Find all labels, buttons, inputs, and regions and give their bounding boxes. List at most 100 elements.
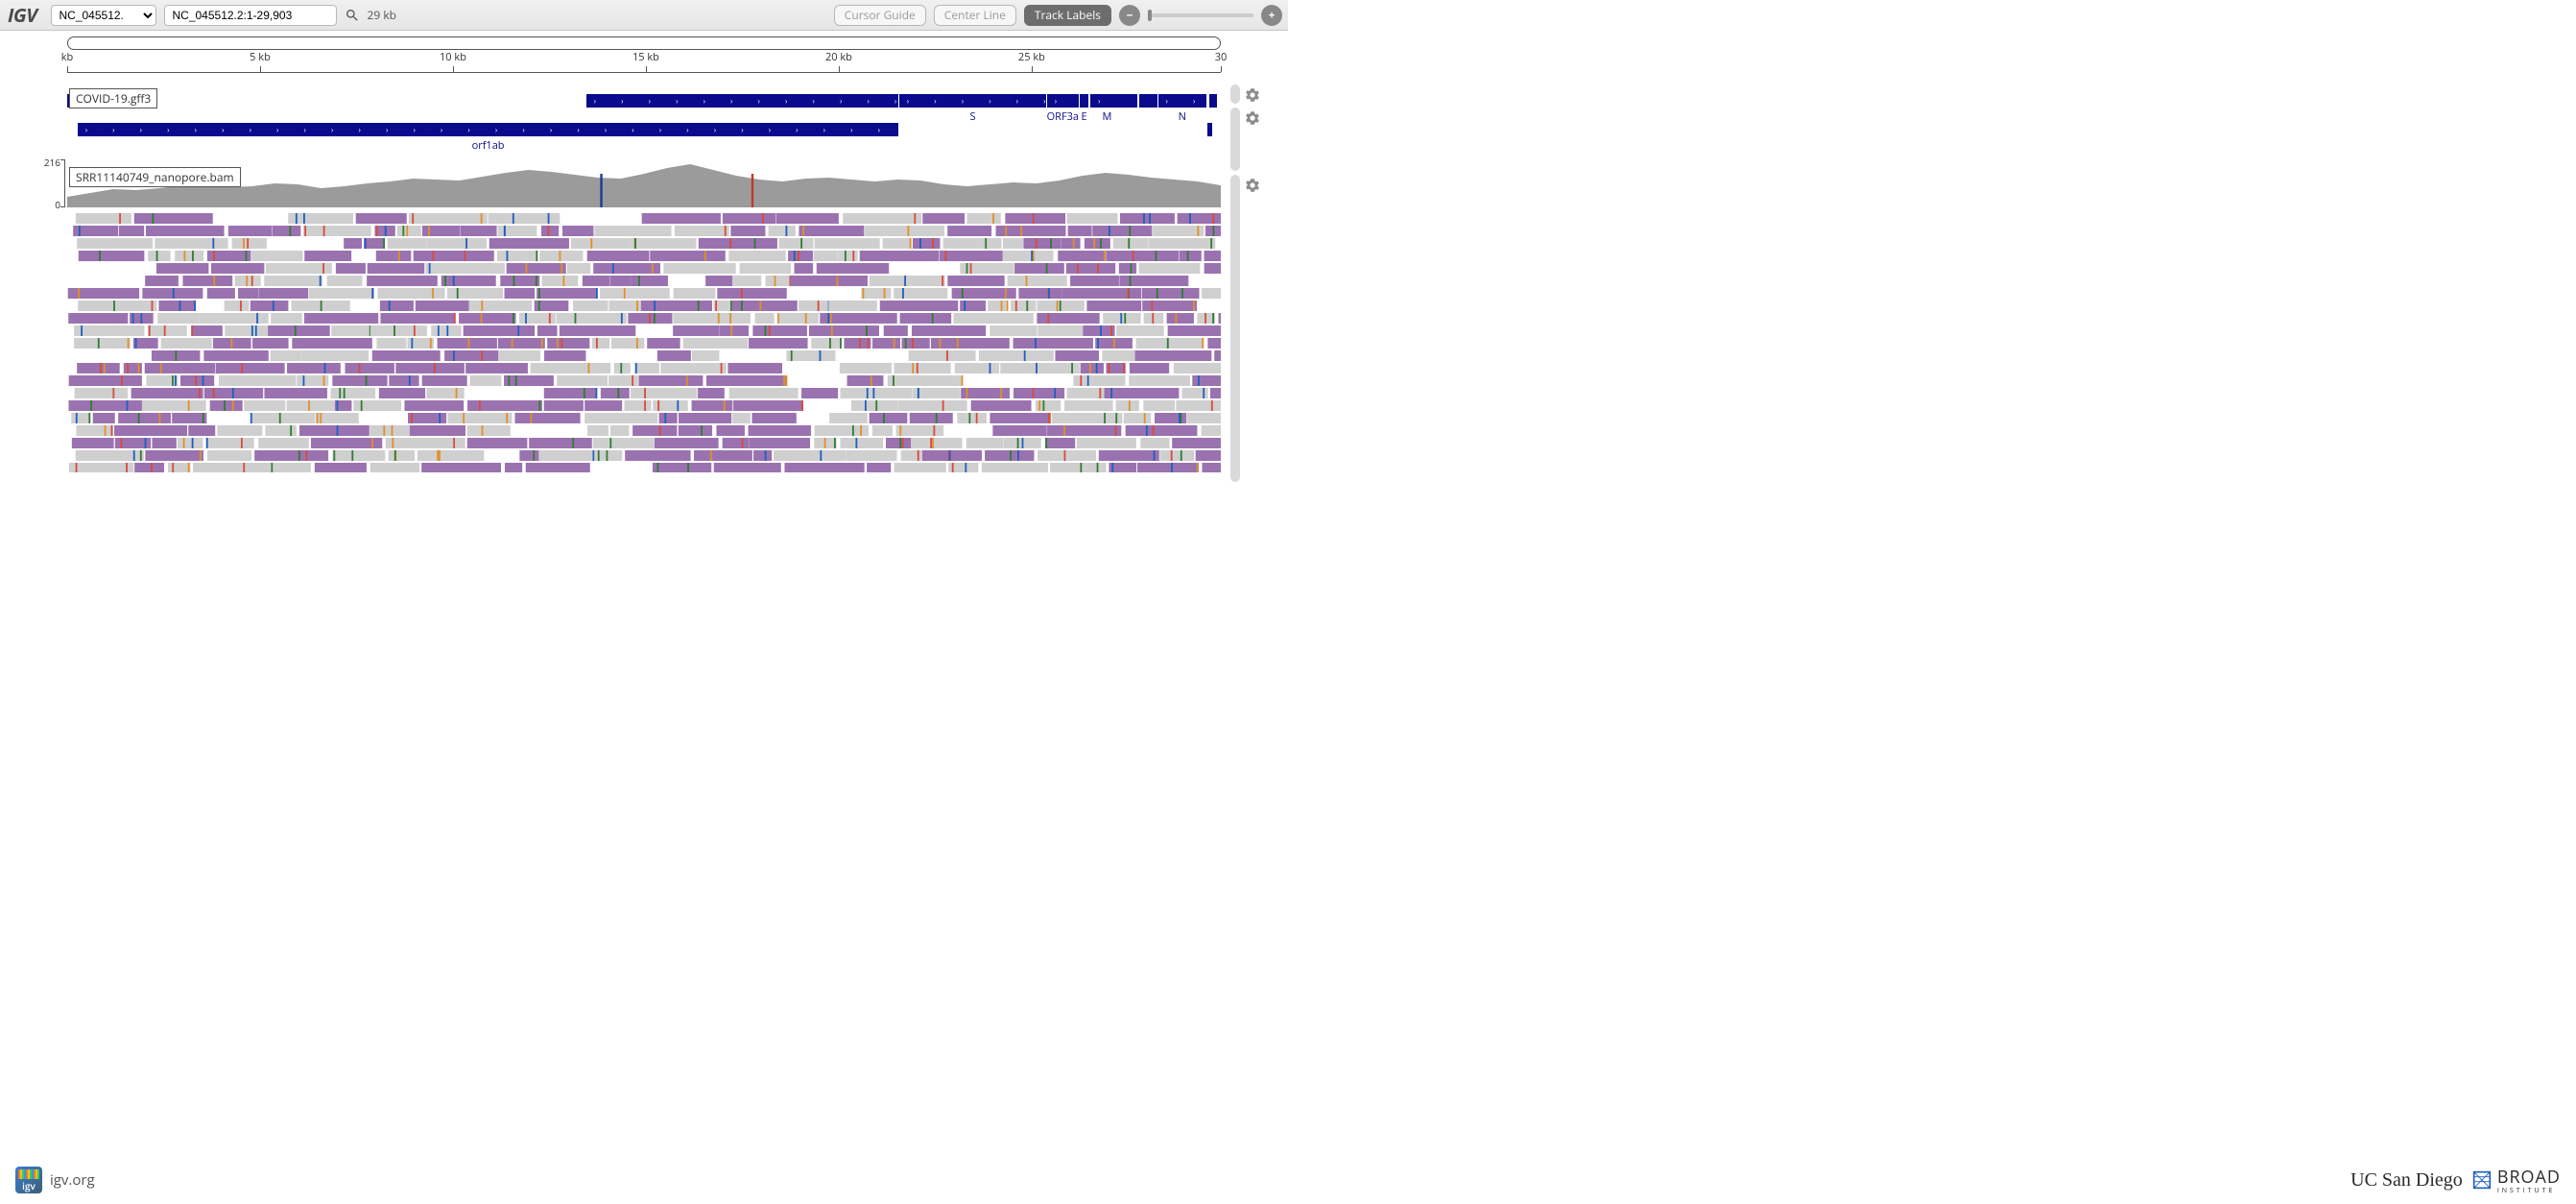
read[interactable]	[840, 363, 892, 373]
read[interactable]	[1202, 425, 1221, 436]
read[interactable]	[870, 276, 945, 286]
read[interactable]	[706, 375, 787, 386]
read[interactable]	[78, 301, 156, 311]
read[interactable]	[865, 226, 944, 236]
read[interactable]	[370, 425, 409, 436]
read[interactable]	[1104, 388, 1179, 398]
zoom-slider[interactable]	[1148, 13, 1253, 17]
read[interactable]	[370, 463, 419, 472]
read[interactable]	[1148, 238, 1215, 249]
read[interactable]	[1055, 350, 1099, 361]
read[interactable]	[244, 400, 285, 411]
read[interactable]	[733, 400, 803, 411]
read[interactable]	[1136, 338, 1205, 349]
read[interactable]	[791, 276, 868, 286]
read[interactable]	[142, 288, 203, 299]
read[interactable]	[894, 363, 950, 373]
cursor-guide-button[interactable]: Cursor Guide	[834, 5, 926, 26]
read[interactable]	[531, 363, 611, 373]
read[interactable]	[544, 350, 585, 361]
read[interactable]	[1152, 226, 1204, 236]
read[interactable]	[786, 350, 835, 361]
read[interactable]	[828, 301, 877, 311]
read[interactable]	[1037, 313, 1099, 324]
read[interactable]	[414, 251, 494, 261]
read[interactable]	[315, 463, 367, 472]
read[interactable]	[529, 438, 592, 448]
read[interactable]	[1134, 350, 1211, 361]
read[interactable]	[465, 363, 528, 373]
read[interactable]	[610, 425, 629, 436]
read[interactable]	[416, 301, 469, 311]
read[interactable]	[1000, 363, 1080, 373]
read[interactable]	[922, 450, 982, 461]
read[interactable]	[364, 238, 384, 249]
read[interactable]	[426, 238, 487, 249]
gene-feature[interactable]	[1139, 94, 1157, 108]
read[interactable]	[774, 450, 847, 461]
read[interactable]	[464, 325, 535, 336]
read[interactable]	[727, 363, 782, 373]
read[interactable]	[655, 438, 719, 448]
read[interactable]	[250, 301, 289, 311]
read[interactable]	[861, 288, 891, 299]
read[interactable]	[250, 413, 316, 423]
read[interactable]	[1005, 213, 1065, 224]
read[interactable]	[288, 213, 353, 224]
read[interactable]	[75, 388, 128, 398]
read[interactable]	[960, 301, 986, 311]
read[interactable]	[304, 251, 351, 261]
read[interactable]	[1168, 325, 1221, 336]
read[interactable]	[872, 425, 893, 436]
read[interactable]	[426, 263, 505, 274]
read[interactable]	[422, 375, 467, 386]
read[interactable]	[955, 363, 999, 373]
track-scrollbar[interactable]	[1230, 108, 1240, 171]
read[interactable]	[268, 325, 330, 336]
read[interactable]	[1003, 238, 1023, 249]
read[interactable]	[251, 251, 302, 261]
read[interactable]	[867, 463, 891, 472]
locus-input[interactable]	[164, 5, 337, 26]
ruler[interactable]: kb5 kb10 kb15 kb20 kb25 kb30	[67, 54, 1221, 73]
read[interactable]	[266, 263, 332, 274]
read[interactable]	[1014, 388, 1064, 398]
read[interactable]	[784, 463, 864, 472]
read[interactable]	[992, 425, 1046, 436]
read[interactable]	[191, 325, 223, 336]
read[interactable]	[1205, 263, 1221, 274]
read[interactable]	[380, 313, 455, 324]
read[interactable]	[1116, 400, 1139, 411]
track-scrollbar[interactable]	[1230, 175, 1240, 482]
read[interactable]	[913, 238, 941, 249]
read[interactable]	[1142, 288, 1200, 299]
read[interactable]	[1120, 213, 1175, 224]
read[interactable]	[356, 213, 407, 224]
read[interactable]	[389, 450, 415, 461]
read[interactable]	[1130, 363, 1169, 373]
read[interactable]	[146, 226, 225, 236]
read[interactable]	[1102, 350, 1134, 361]
read[interactable]	[912, 438, 963, 448]
read[interactable]	[1014, 338, 1093, 349]
read[interactable]	[438, 338, 497, 349]
read[interactable]	[505, 463, 522, 472]
read[interactable]	[752, 325, 807, 336]
read[interactable]	[228, 226, 273, 236]
read[interactable]	[1023, 238, 1061, 249]
read[interactable]	[679, 413, 731, 423]
read[interactable]	[753, 450, 772, 461]
read[interactable]	[1172, 438, 1221, 448]
gene-feature[interactable]: › › ›	[1090, 94, 1124, 108]
read[interactable]	[447, 413, 512, 423]
search-icon[interactable]	[345, 8, 360, 23]
read[interactable]	[776, 213, 839, 224]
read[interactable]	[900, 313, 952, 324]
read[interactable]	[1070, 276, 1119, 286]
read[interactable]	[943, 238, 1002, 249]
read[interactable]	[601, 388, 630, 398]
read[interactable]	[330, 388, 375, 398]
read[interactable]	[583, 276, 609, 286]
read[interactable]	[380, 301, 414, 311]
read[interactable]	[1038, 325, 1083, 336]
